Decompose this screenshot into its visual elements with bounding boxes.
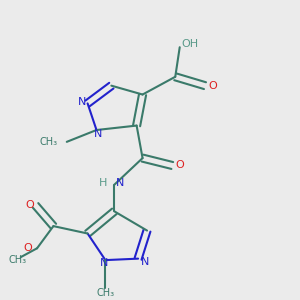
Text: N: N [116, 178, 124, 188]
Text: H: H [98, 178, 107, 188]
Text: N: N [100, 258, 108, 268]
Text: N: N [141, 256, 150, 267]
Text: CH₃: CH₃ [96, 288, 115, 298]
Text: OH: OH [181, 39, 198, 49]
Text: O: O [25, 200, 34, 210]
Text: CH₃: CH₃ [40, 137, 58, 147]
Text: O: O [208, 81, 217, 91]
Text: N: N [94, 129, 102, 140]
Text: O: O [24, 243, 33, 253]
Text: O: O [175, 160, 184, 170]
Text: CH₃: CH₃ [9, 255, 27, 265]
Text: N: N [77, 97, 86, 107]
